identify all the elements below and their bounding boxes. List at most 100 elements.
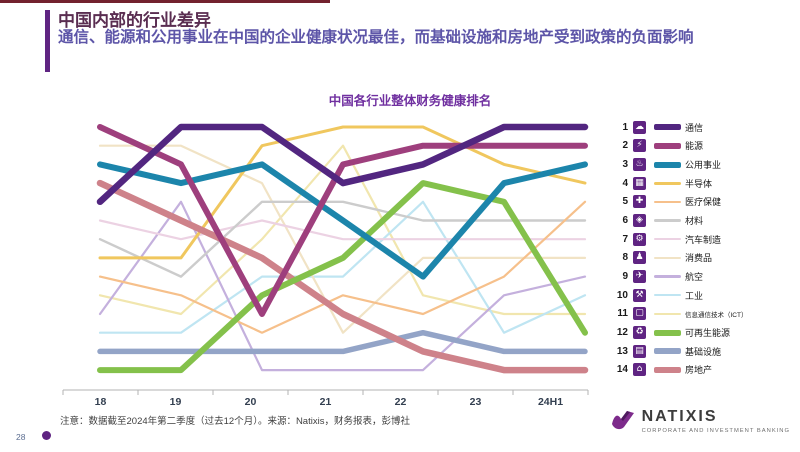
rank-label: 7	[622, 233, 628, 245]
cloud-icon: ☁	[633, 120, 646, 134]
shopper-icon: ♟	[633, 251, 646, 265]
series-line-ict	[98, 144, 587, 316]
series-line-renewables	[97, 180, 588, 374]
legend-label-renewables: 可再生能源	[685, 328, 731, 339]
factory-icon: ⚒	[633, 288, 646, 302]
legend-swatch-auto	[654, 238, 681, 241]
chart-legend: 1 ☁ 通信 2 ⚡ 能源 3 ♨ 公用事业 4 ▦ 半导体 5 ✚ 医疗保健 6 ◈ 材料 7 ⚙ 汽车制造 8 ♟ 消费品…	[612, 118, 747, 379]
legend-swatch-ict	[654, 312, 681, 315]
rank-label: 9	[622, 271, 628, 283]
series-line-energy	[97, 124, 588, 317]
legend-swatch-aviation	[654, 275, 681, 278]
legend-item-industrials: 10 ⚒ 工业	[612, 286, 747, 305]
legend-item-healthcare: 5 ✚ 医疗保健	[612, 193, 747, 212]
logo-name: NATIXIS	[641, 408, 718, 425]
bump-chart-svg: 18 19 20 21 22 23 24H1	[62, 123, 589, 408]
series-line-telecom	[96, 123, 589, 206]
top-rule	[0, 0, 330, 3]
legend-swatch-utilities	[654, 161, 681, 168]
legend-item-real-estate: 14 ⌂ 房地产	[612, 361, 747, 380]
page-dot	[42, 431, 51, 440]
legend-item-auto: 7 ⚙ 汽车制造	[612, 230, 747, 249]
rank-label: 6	[622, 215, 628, 227]
legend-swatch-consumer-goods	[654, 256, 681, 260]
legend-swatch-energy	[654, 142, 681, 149]
series-line-auto	[98, 219, 587, 241]
buildings-icon: ⌂	[633, 363, 646, 377]
chip-icon: ▦	[633, 176, 646, 190]
rank-label: 3	[622, 159, 628, 171]
x-axis-label: 18	[95, 396, 107, 408]
legend-swatch-healthcare	[654, 200, 681, 204]
legend-item-renewables: 12 ♻ 可再生能源	[612, 323, 747, 342]
airplane-icon: ✈	[633, 270, 646, 284]
legend-label-industrials: 工业	[685, 290, 704, 301]
natixis-swoosh-icon	[611, 411, 634, 430]
rank-label: 1	[622, 121, 628, 133]
legend-label-telecom: 通信	[685, 122, 704, 133]
legend-label-real-estate: 房地产	[685, 365, 713, 376]
series-line-healthcare	[98, 200, 587, 334]
header-accent-bar	[45, 10, 50, 72]
series-line-real-estate	[96, 179, 589, 374]
series-line-utilities	[97, 161, 588, 280]
legend-label-auto: 汽车制造	[685, 234, 722, 245]
legend-item-telecom: 1 ☁ 通信	[612, 118, 747, 137]
medical-cross-icon: ✚	[633, 195, 646, 209]
rank-label: 8	[622, 252, 628, 264]
monitor-icon: ▢	[633, 307, 646, 321]
oil-pump-icon: ⚡	[633, 139, 646, 153]
series-line-infrastructure	[97, 329, 588, 355]
x-axis-label: 21	[320, 396, 332, 408]
legend-item-energy: 2 ⚡ 能源	[612, 137, 747, 156]
rank-label: 5	[622, 196, 628, 208]
legend-swatch-renewables	[654, 329, 681, 336]
legend-swatch-telecom	[654, 124, 681, 131]
legend-swatch-infrastructure	[654, 348, 681, 354]
legend-item-aviation: 9 ✈ 航空	[612, 267, 747, 286]
legend-label-utilities: 公用事业	[685, 160, 722, 171]
legend-item-ict: 11 ▢ 信息通信技术（ICT）	[612, 305, 747, 324]
legend-label-healthcare: 医疗保健	[685, 197, 722, 208]
legend-item-infrastructure: 13 ▤ 基础设施	[612, 342, 747, 361]
legend-label-consumer-goods: 消费品	[685, 253, 713, 264]
legend-swatch-semiconductors	[654, 181, 681, 185]
x-axis-label: 23	[470, 396, 482, 408]
rank-label: 4	[622, 177, 628, 189]
natixis-logo: NATIXIS CORPORATE AND INVESTMENT BANKING	[610, 408, 790, 434]
x-axis-label: 24H1	[538, 396, 563, 408]
x-axis-label: 20	[245, 396, 257, 408]
legend-item-consumer-goods: 8 ♟ 消费品	[612, 249, 747, 268]
series-line-semiconductors	[98, 125, 587, 260]
x-axis-label: 19	[170, 396, 182, 408]
rank-label: 14	[616, 364, 628, 376]
legend-label-semiconductors: 半导体	[685, 178, 713, 189]
legend-swatch-real-estate	[654, 366, 681, 373]
car-icon: ⚙	[633, 232, 646, 246]
legend-item-materials: 6 ◈ 材料	[612, 211, 747, 230]
rank-label: 13	[616, 345, 628, 357]
rank-label: 2	[622, 140, 628, 152]
legend-swatch-industrials	[654, 294, 681, 297]
legend-label-ict: 信息通信技术（ICT）	[685, 311, 748, 319]
rank-label: 11	[617, 308, 628, 320]
series-line-consumer-goods	[98, 144, 587, 334]
logo-tagline: CORPORATE AND INVESTMENT BANKING	[641, 428, 790, 434]
legend-swatch-materials	[654, 219, 681, 222]
road-icon: ▤	[633, 344, 646, 358]
series-line-industrials	[98, 200, 587, 334]
legend-item-semiconductors: 4 ▦ 半导体	[612, 174, 747, 193]
chart-title: 中国各行业整体财务健康排名	[328, 94, 492, 108]
wind-turbine-icon: ♻	[633, 326, 646, 340]
rank-label: 10	[616, 289, 628, 301]
legend-label-energy: 能源	[685, 141, 704, 152]
page-subtitle: 通信、能源和公用事业在中国的企业健康状况最佳，而基础设施和房地产受到政策的负面影…	[58, 29, 694, 46]
legend-label-aviation: 航空	[685, 272, 704, 283]
legend-label-materials: 材料	[685, 216, 704, 227]
page-number: 28	[16, 432, 26, 442]
page-title: 中国内部的行业差异	[58, 11, 211, 30]
legend-label-infrastructure: 基础设施	[685, 346, 722, 357]
series-line-aviation	[98, 200, 587, 372]
series-line-materials	[98, 200, 587, 278]
